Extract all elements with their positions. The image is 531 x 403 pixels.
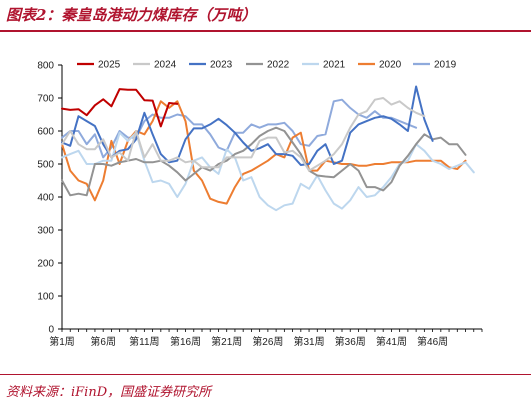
y-tick-label: 700: [37, 94, 54, 105]
x-tick-label: 第11周: [129, 335, 159, 348]
y-tick-label: 0: [48, 325, 54, 336]
x-tick-label: 第41周: [376, 335, 407, 348]
series-line-2023: [61, 85, 434, 166]
y-tick-label: 300: [37, 226, 54, 237]
x-tick-label: 第26周: [252, 335, 283, 348]
x-tick-label: 第6周: [90, 335, 116, 348]
x-tick-label: 第46周: [417, 335, 448, 348]
source-note: 资料来源：iFinD，国盛证券研究所: [6, 385, 212, 400]
x-tick-label: 第16周: [170, 335, 201, 348]
y-tick-label: 800: [37, 61, 54, 72]
legend-label-2019: 2019: [434, 60, 457, 71]
legend-label-2020: 2020: [379, 60, 402, 71]
x-tick-label: 第36周: [335, 335, 366, 348]
x-tick-label: 第1周: [49, 335, 75, 348]
y-tick-label: 100: [37, 292, 54, 303]
footer-divider: [0, 374, 531, 375]
y-tick-label: 200: [37, 259, 54, 270]
y-tick-label: 500: [37, 160, 54, 171]
y-tick-label: 600: [37, 127, 54, 138]
y-tick-label: 400: [37, 193, 54, 204]
legend-label-2021: 2021: [323, 60, 346, 71]
series-line-2020: [61, 100, 467, 205]
x-tick-label: 第21周: [211, 335, 242, 348]
x-tick-label: 第31周: [293, 335, 324, 348]
legend-label-2025: 2025: [98, 60, 121, 71]
legend-label-2023: 2023: [210, 60, 233, 71]
series-line-2024: [61, 97, 426, 172]
series-line-2019: [61, 98, 418, 159]
title-divider: [0, 30, 531, 32]
legend-label-2024: 2024: [154, 60, 177, 71]
legend-label-2022: 2022: [267, 60, 290, 71]
series-line-2022: [61, 126, 467, 197]
series-line-2025: [61, 88, 179, 128]
chart-title: 图表2：秦皇岛港动力煤库存（万吨）: [6, 6, 257, 24]
series-line-2021: [61, 131, 475, 212]
